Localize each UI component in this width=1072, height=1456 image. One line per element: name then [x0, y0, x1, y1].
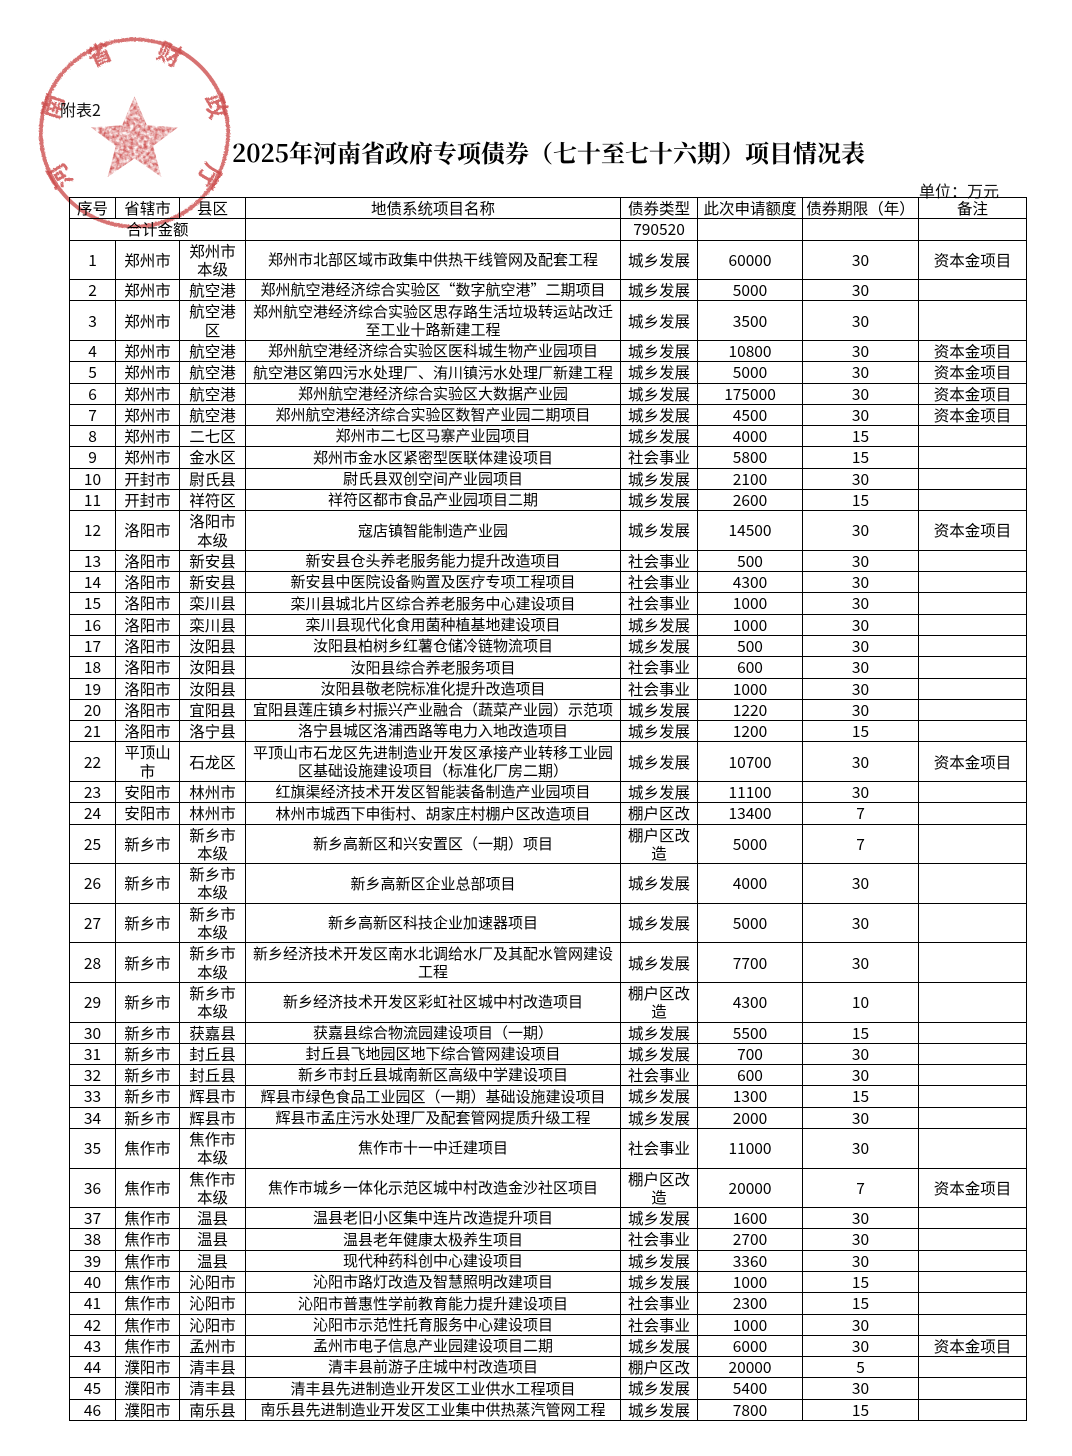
- svg-text:河: 河: [37, 158, 79, 196]
- svg-text:政: 政: [198, 89, 239, 123]
- svg-text:财: 财: [152, 32, 188, 74]
- svg-text:省: 省: [81, 32, 117, 74]
- svg-text:厅: 厅: [189, 158, 231, 196]
